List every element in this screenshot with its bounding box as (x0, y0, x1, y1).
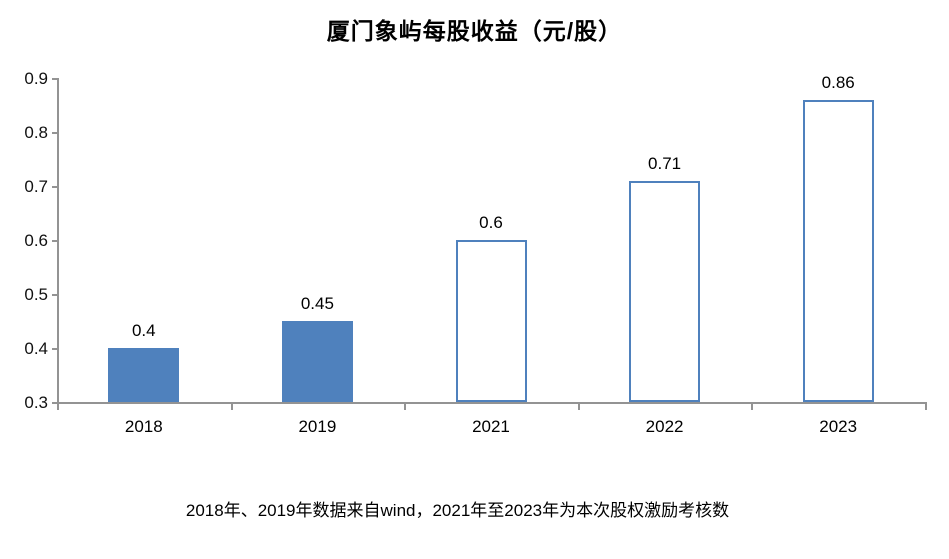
y-axis-tick-label: 0.3 (24, 393, 48, 412)
x-axis-line (57, 402, 927, 404)
x-axis-tick (925, 404, 927, 410)
y-axis-line (57, 78, 59, 408)
y-axis-tick-label: 0.9 (24, 69, 48, 88)
y-axis-tick-label: 0.4 (24, 339, 48, 358)
bar-value-label-2021: 0.6 (479, 213, 503, 232)
y-axis-tick (52, 402, 58, 404)
bar-2019 (281, 321, 353, 402)
y-axis-tick (52, 240, 58, 242)
y-axis-tick (52, 132, 58, 134)
bar-value-label-2019: 0.45 (300, 294, 334, 313)
y-axis-tick-label: 0.6 (24, 231, 48, 250)
y-axis-tick (52, 186, 58, 188)
x-axis-tick (230, 404, 233, 410)
x-axis-tick (57, 404, 59, 410)
x-axis-label-2023: 2023 (819, 417, 858, 436)
bar-2023 (802, 99, 874, 402)
x-axis-tick (577, 404, 580, 410)
bar-2021 (455, 240, 527, 402)
bar-2022 (629, 180, 701, 402)
chart-footnote: 2018年、2019年数据来自wind，2021年至2023年为本次股权激励考核… (185, 501, 730, 520)
y-axis-tick-label: 0.8 (24, 123, 48, 142)
y-axis-tick (52, 294, 58, 296)
y-axis-tick (52, 348, 58, 350)
x-axis-label-2019: 2019 (298, 417, 337, 436)
x-axis-tick (751, 404, 754, 410)
y-axis-tick-label: 0.7 (24, 177, 48, 196)
y-axis-tick (52, 78, 58, 80)
bar-value-label-2023: 0.86 (821, 72, 855, 92)
chart-title: 厦门象屿每股收益（元/股） (326, 18, 623, 44)
x-axis-label-2021: 2021 (472, 417, 510, 436)
bar-value-label-2018: 0.4 (131, 321, 156, 340)
x-axis-label-2018: 2018 (124, 417, 163, 436)
x-axis-tick (404, 404, 407, 410)
y-axis-tick-label: 0.5 (24, 285, 48, 304)
bar-2018 (108, 348, 180, 402)
x-axis-label-2022: 2022 (645, 417, 684, 436)
bar-value-label-2022: 0.71 (648, 153, 682, 173)
